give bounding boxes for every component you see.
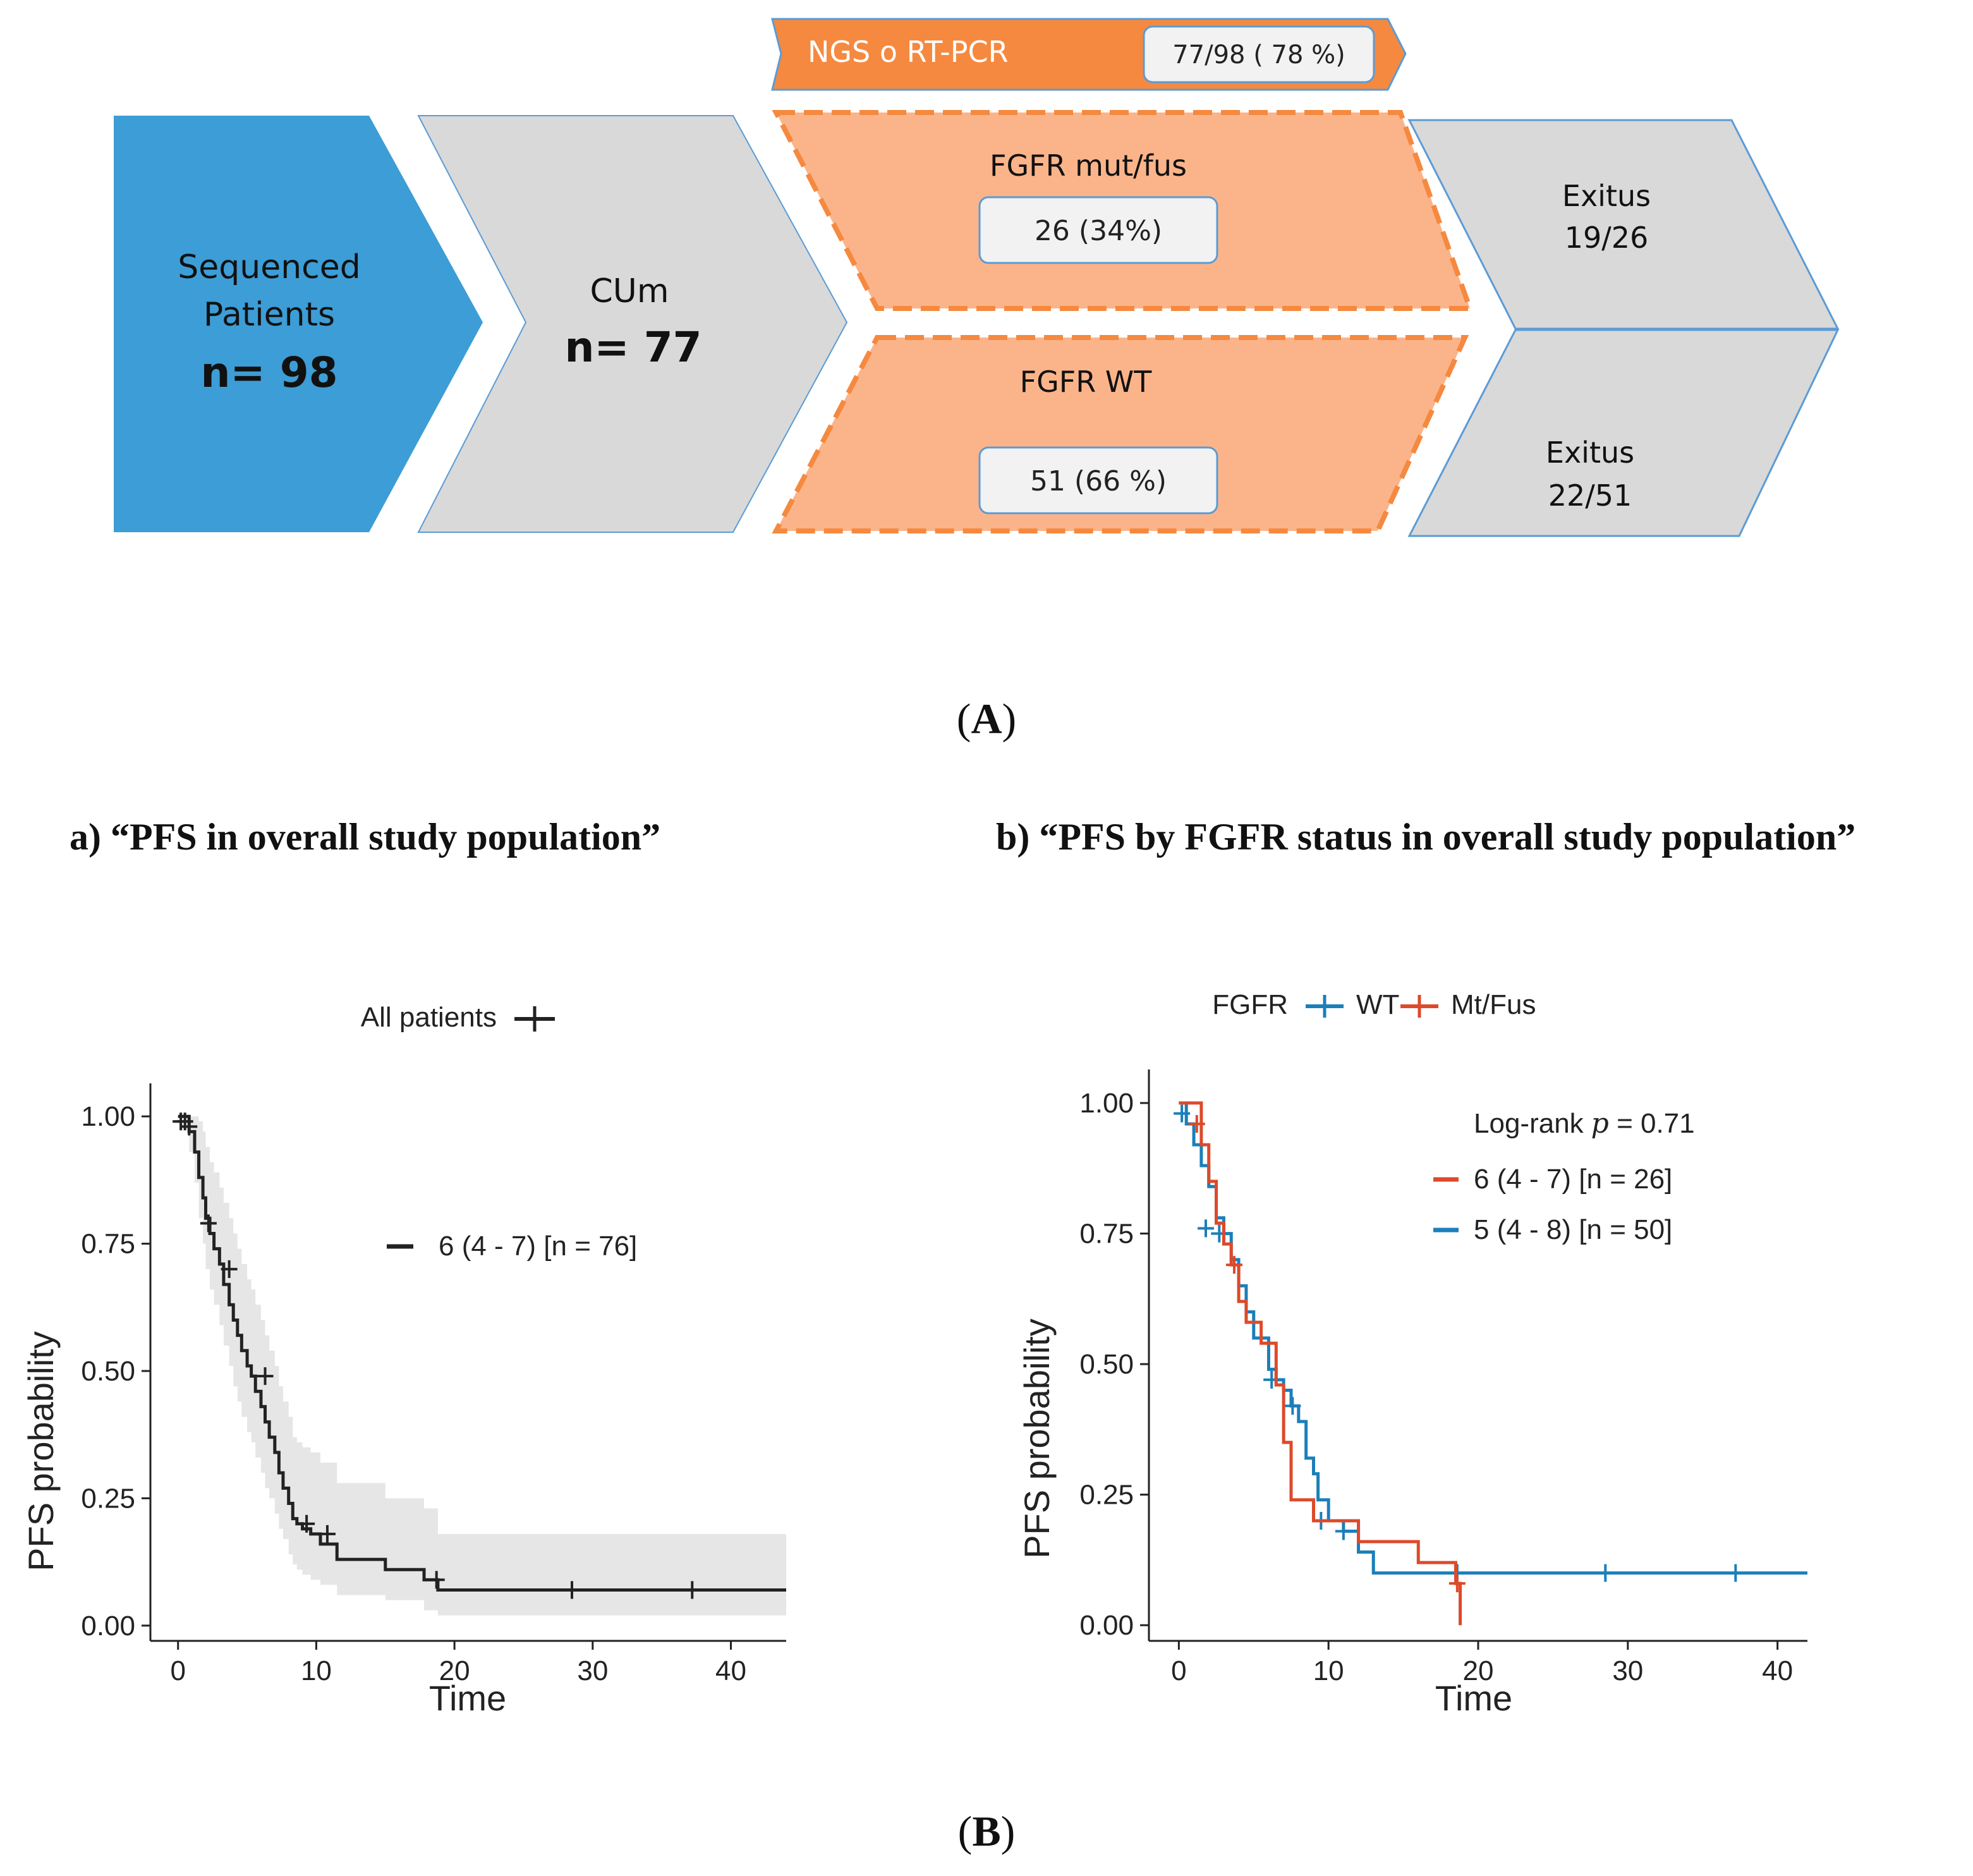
fgfr-mut-value-box	[978, 196, 1218, 264]
y-tick-label: 0.25	[1079, 1480, 1134, 1511]
km-chart-by-fgfr: FGFR WT Mt/Fus PFS probability Time Log-…	[1017, 989, 1807, 1718]
log-rank-p-symbol: 𝑝	[1591, 1107, 1609, 1140]
censor-mark	[257, 1367, 274, 1386]
panel-b-label-close: )	[1000, 1807, 1016, 1855]
sequenced-line2: Patients	[203, 296, 335, 334]
cum-chevron	[417, 115, 848, 533]
censor-mark	[428, 1571, 445, 1589]
censor-mark	[1597, 1564, 1614, 1582]
legend-label-wt: WT	[1356, 989, 1399, 1020]
ngs-value-box	[1143, 25, 1375, 83]
legend-label-all-patients: All patients	[361, 1002, 497, 1033]
km-chart-overall: All patients PFS probability Time 6 (4 -…	[21, 1002, 786, 1718]
exitus-bottom-chevron	[1407, 329, 1840, 537]
exitus-top-line2: 19/26	[1565, 221, 1649, 255]
exitus-top-line1: Exitus	[1562, 179, 1651, 213]
y-tick-label: 0.75	[1079, 1219, 1134, 1250]
censor-mark	[1188, 1115, 1205, 1133]
km-curve-mt-fus	[1179, 1101, 1462, 1626]
annotation-wt: 5 (4 - 8) [n = 50]	[1433, 1214, 1672, 1245]
sequenced-patients-chevron	[114, 116, 483, 532]
exitus-bottom-line2: 22/51	[1548, 478, 1632, 513]
ngs-value: 77/98 ( 78 %)	[1172, 40, 1345, 70]
panel-a-label-letter: A	[971, 695, 1002, 743]
fgfr-wt-block	[772, 335, 1469, 533]
legend-key-mtfus	[1400, 995, 1438, 1018]
y-tick-label: 1.00	[81, 1101, 135, 1132]
ngs-title: NGS o RT-PCR	[808, 35, 1009, 69]
y-tick-label: 0.75	[81, 1229, 135, 1260]
censor-mark	[564, 1581, 581, 1599]
cum-line1: CUm	[590, 272, 669, 310]
x-axis-label: Time	[1435, 1678, 1512, 1718]
x-tick-label: 0	[1171, 1655, 1186, 1686]
plot-area: 0.00 0.25 0.50 0.75 1.00 0 10 20 30 40	[1079, 1069, 1807, 1686]
censor-mark	[1448, 1574, 1466, 1593]
y-tick-label: 0.50	[1079, 1349, 1134, 1380]
fgfr-wt-value-box	[978, 446, 1218, 515]
log-rank-p-value: = 0.71	[1609, 1108, 1695, 1139]
censor-mark	[181, 1118, 198, 1136]
censor-mark	[1284, 1397, 1301, 1415]
fgfr-mut-value: 26 (34%)	[1035, 215, 1162, 247]
censor-mark	[319, 1525, 336, 1543]
sequenced-count: n= 98	[200, 348, 337, 397]
plot-area: 0.00 0.25 0.50 0.75 1.00 0 10 20 30 40	[81, 1083, 786, 1686]
y-tick-label: 0.00	[1079, 1610, 1134, 1641]
chart-a-title: a) “PFS in overall study population”	[70, 816, 661, 858]
panel-a-label: (A)	[957, 695, 1016, 743]
x-tick-label: 40	[1762, 1655, 1793, 1686]
panel-b-label: (B)	[923, 1806, 1050, 1856]
log-rank-annotation: Log-rank 𝑝 = 0.71	[1474, 1107, 1695, 1140]
y-tick-label: 0.50	[81, 1356, 135, 1387]
legend-key-all-patients	[514, 1006, 555, 1032]
y-tick-label: 0.00	[81, 1611, 135, 1642]
annotation-mtfus-text: 6 (4 - 7) [n = 26]	[1474, 1164, 1672, 1195]
chart-b-title: b) “PFS by FGFR status in overall study …	[996, 816, 1856, 858]
censor-mark	[1335, 1522, 1352, 1540]
x-axis-label: Time	[429, 1678, 506, 1718]
panel-b-label-open: (	[957, 1807, 973, 1855]
exitus-bottom-line1: Exitus	[1546, 436, 1634, 470]
exitus-top-chevron	[1407, 119, 1840, 330]
annotation-median-text: 6 (4 - 7) [n = 76]	[439, 1231, 637, 1262]
panel-a-flow: NGS o RT-PCR 77/98 ( 78 %) Sequenced Pat…	[114, 18, 1840, 743]
censor-mark	[1174, 1104, 1191, 1123]
censor-mark	[221, 1260, 238, 1278]
y-axis-label: PFS probability	[21, 1331, 61, 1571]
x-tick-label: 20	[1463, 1655, 1494, 1686]
confidence-band-0	[178, 1116, 786, 1616]
censor-mark	[1727, 1564, 1744, 1582]
x-tick-label: 10	[1313, 1655, 1344, 1686]
censor-mark	[298, 1514, 315, 1533]
panel-a-label-open: (	[957, 695, 971, 743]
x-tick-label: 10	[301, 1655, 332, 1686]
annotation-wt-text: 5 (4 - 8) [n = 50]	[1474, 1214, 1672, 1245]
sequenced-line1: Sequenced	[178, 248, 361, 286]
fgfr-mut-title: FGFR mut/fus	[990, 149, 1187, 183]
x-tick-label: 30	[577, 1655, 608, 1686]
censor-mark	[1197, 1219, 1214, 1238]
x-tick-label: 20	[439, 1655, 470, 1686]
annotation-mtfus: 6 (4 - 7) [n = 26]	[1433, 1164, 1672, 1195]
legend-label-mtfus: Mt/Fus	[1451, 989, 1536, 1020]
y-axis-label: PFS probability	[1017, 1319, 1057, 1559]
legend-key-wt	[1306, 995, 1344, 1018]
censor-mark	[200, 1214, 217, 1233]
legend-title-fgfr: FGFR	[1212, 989, 1288, 1020]
y-tick-label: 1.00	[1079, 1088, 1134, 1119]
annotation-median: 6 (4 - 7) [n = 76]	[387, 1231, 637, 1262]
censor-mark	[684, 1581, 701, 1599]
x-tick-label: 40	[715, 1655, 746, 1686]
x-tick-label: 30	[1612, 1655, 1643, 1686]
log-rank-label: Log-rank	[1474, 1108, 1584, 1139]
x-tick-label: 0	[170, 1655, 185, 1686]
censor-mark	[1225, 1256, 1242, 1274]
cum-count: n= 77	[564, 323, 701, 372]
fgfr-wt-title: FGFR WT	[1020, 365, 1153, 399]
y-tick-label: 0.25	[81, 1483, 135, 1514]
panel-b-label-letter: B	[972, 1807, 1001, 1855]
panel-a-label-close: )	[1002, 695, 1017, 743]
fgfr-wt-value: 51 (66 %)	[1030, 465, 1167, 497]
